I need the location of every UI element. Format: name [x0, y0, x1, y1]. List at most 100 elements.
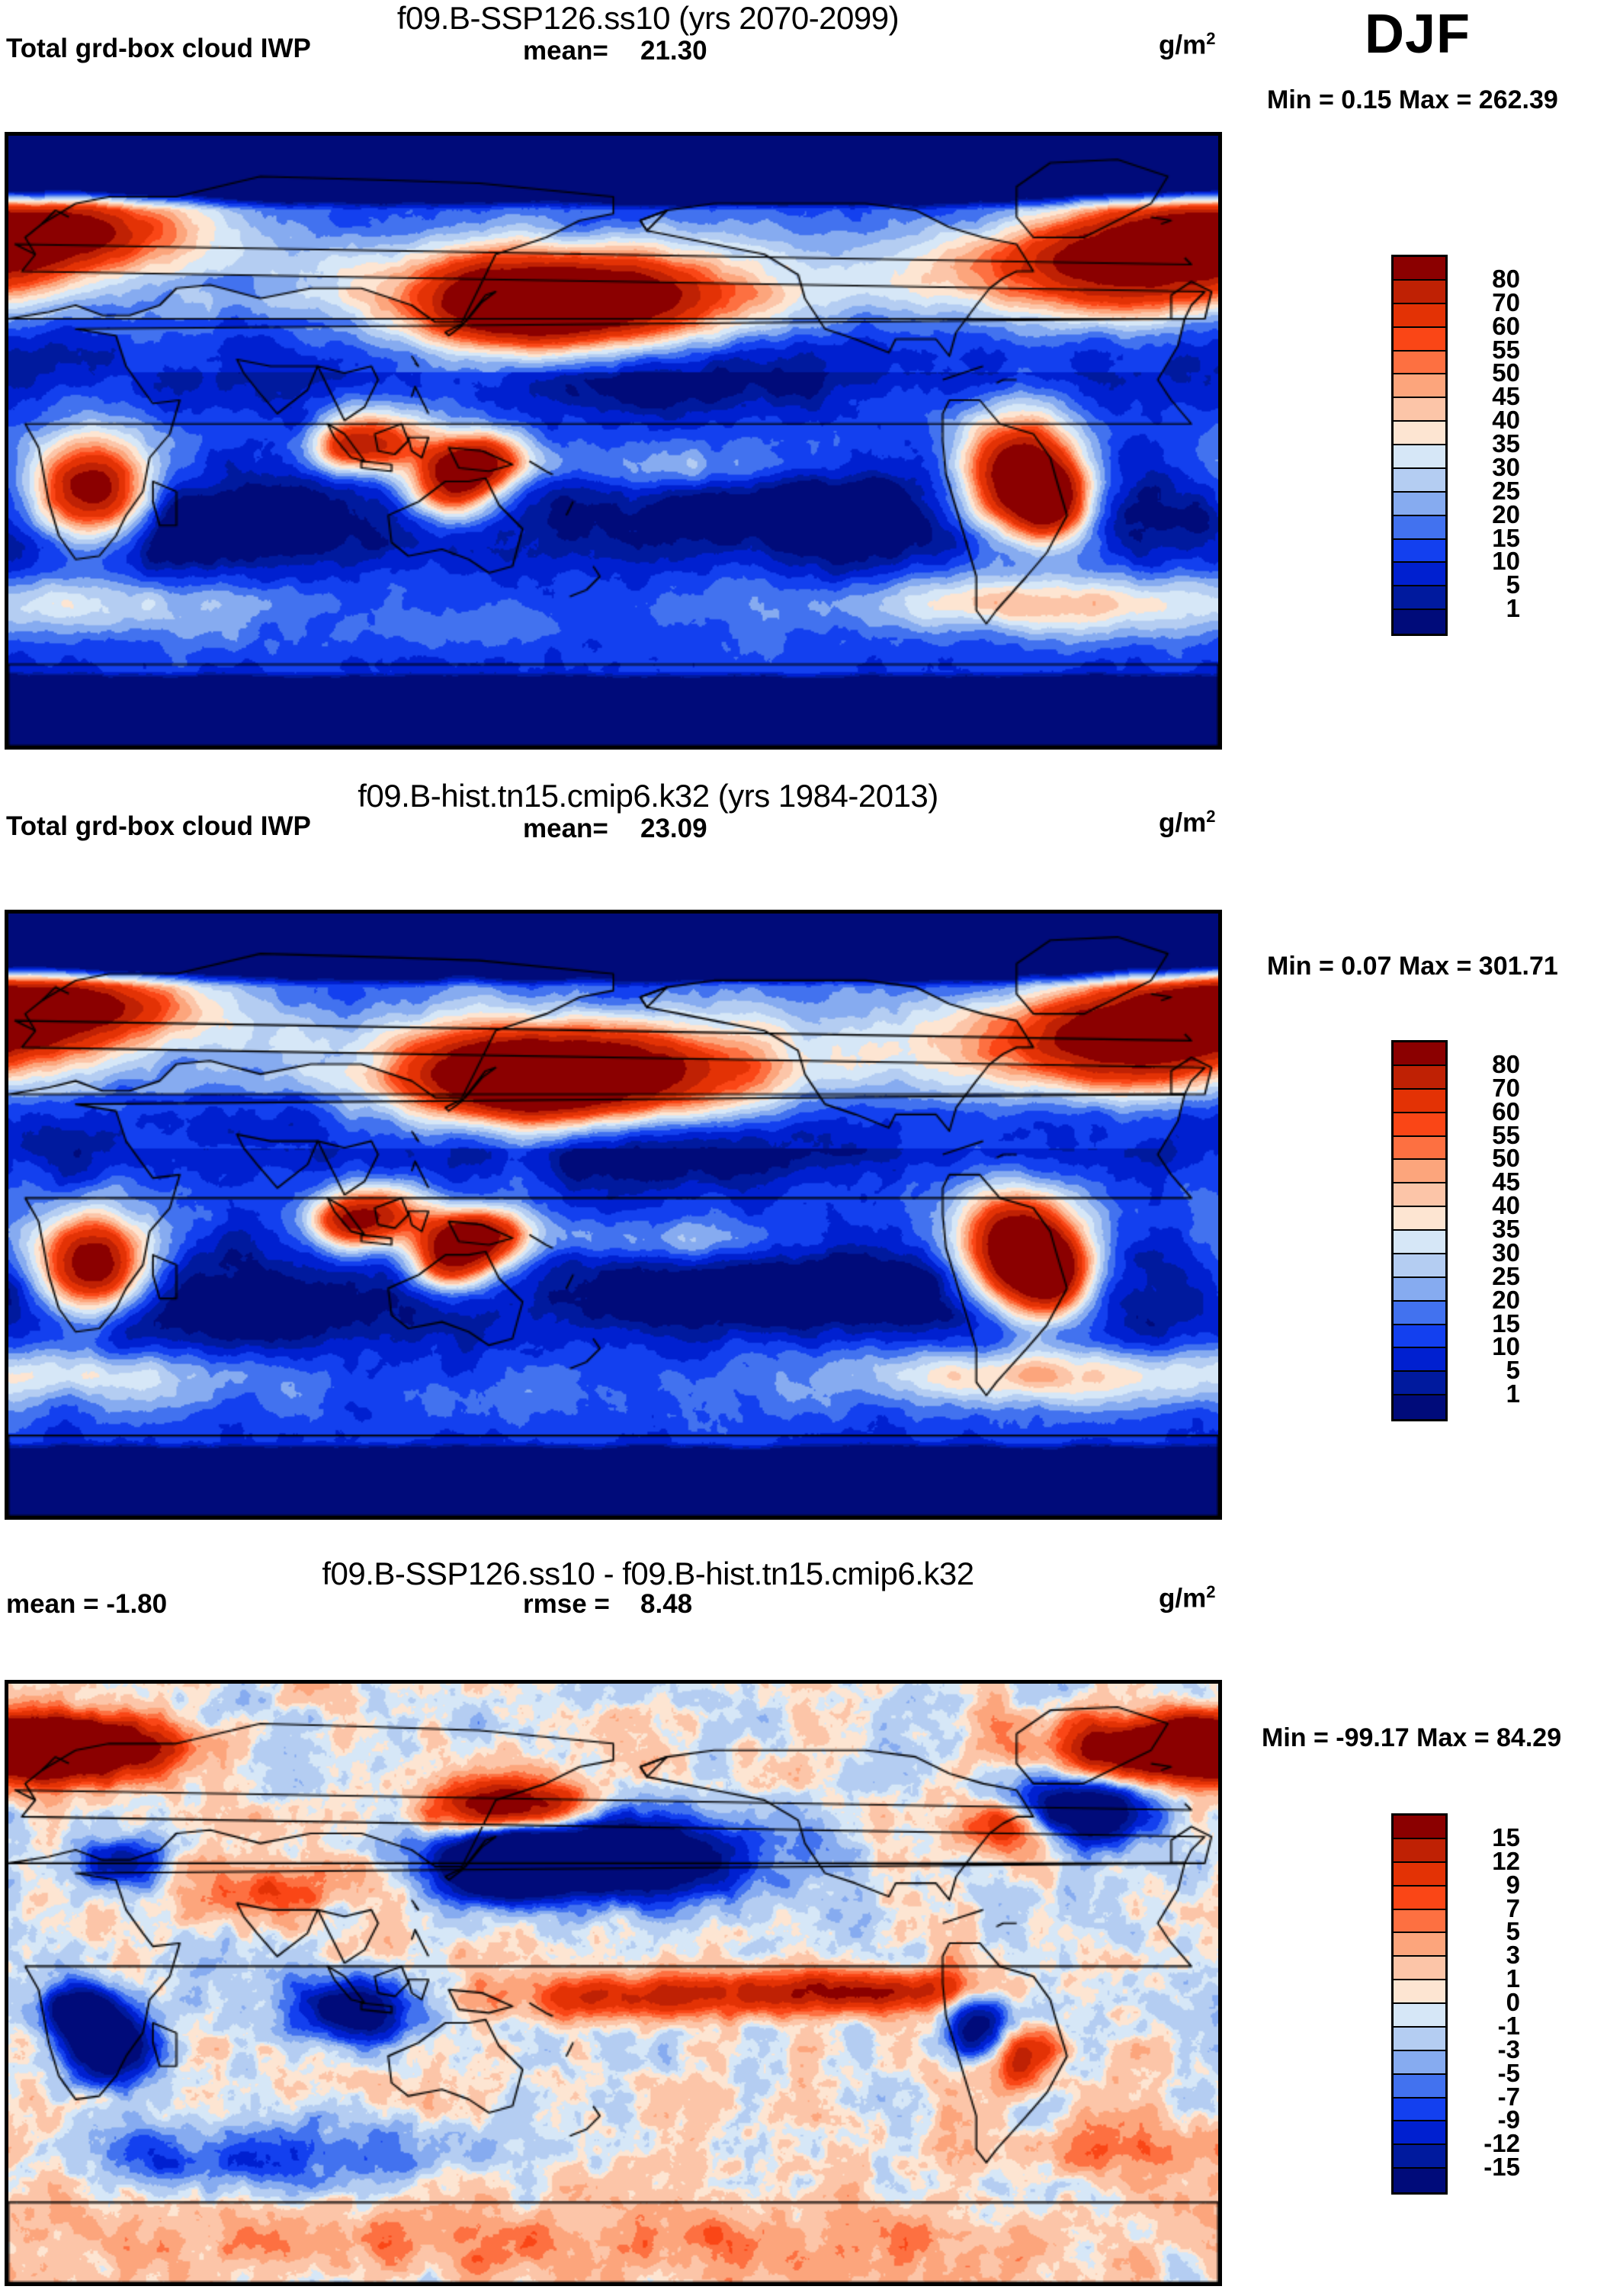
colorbar-tick-label: 60 — [1492, 1097, 1520, 1126]
colorbar-tick-label: 45 — [1492, 382, 1520, 411]
colorbar-tick-label: -15 — [1483, 2153, 1520, 2182]
units-label-panel1: g/m2 — [1159, 29, 1215, 61]
colorbar-band — [1394, 2004, 1445, 2028]
colorbar-tick-label: 35 — [1492, 429, 1520, 458]
colorbar-tick-label: 10 — [1492, 1332, 1520, 1361]
minmax-panel2: Min = 0.07 Max = 301.71 — [1267, 952, 1558, 981]
units-exponent-panel1: 2 — [1206, 29, 1216, 48]
colorbar-band — [1394, 1113, 1445, 1137]
colorbar-panel2 — [1391, 1040, 1448, 1421]
panel-title-historical: f09.B-hist.tn15.cmip6.k32 (yrs 1984-2013… — [358, 778, 938, 814]
colorbar-band — [1394, 1089, 1445, 1113]
colorbar-tick-label: 30 — [1492, 452, 1520, 481]
season-label: DJF — [1365, 4, 1471, 65]
units-numerator-panel3: g/m — [1159, 1583, 1207, 1614]
map-canvas-ssp126-future — [8, 136, 1218, 746]
colorbar-band — [1394, 1957, 1445, 1981]
colorbar-tick-label: 5 — [1506, 1356, 1520, 1385]
rmse-label-panel3: rmse = — [523, 1589, 610, 1619]
colorbar-band — [1394, 2121, 1445, 2146]
colorbar-tick-label: 15 — [1492, 1309, 1520, 1337]
colorbar-tick-label: 1 — [1506, 1379, 1520, 1408]
colorbar-tick-label: 0 — [1506, 1988, 1520, 2016]
colorbar-tick-label: 45 — [1492, 1167, 1520, 1196]
colorbar-panel1 — [1391, 255, 1448, 636]
colorbar-tick-label: 80 — [1492, 1049, 1520, 1078]
colorbar-band — [1394, 539, 1445, 564]
colorbar-band — [1394, 1980, 1445, 2004]
colorbar-band — [1394, 1909, 1445, 1934]
colorbar-band — [1394, 327, 1445, 352]
minmax-panel3: Min = -99.17 Max = 84.29 — [1262, 1723, 1562, 1752]
colorbar-tick-label: -7 — [1497, 2082, 1520, 2111]
colorbar-band — [1394, 280, 1445, 304]
colorbar-band — [1394, 1231, 1445, 1254]
colorbar-band — [1394, 1136, 1445, 1161]
colorbar-band — [1394, 515, 1445, 540]
colorbar-tick-label: 70 — [1492, 1073, 1520, 1102]
units-numerator-panel1: g/m — [1159, 30, 1207, 60]
mean-label-panel3: mean = -1.80 — [6, 1589, 168, 1619]
units-label-panel3: g/m2 — [1159, 1582, 1215, 1614]
colorbar-band — [1394, 1838, 1445, 1863]
colorbar-tick-label: 5 — [1506, 1917, 1520, 1946]
colorbar-band — [1394, 1207, 1445, 1231]
field-label-panel2: Total grd-box cloud IWP — [6, 811, 311, 841]
colorbar-tick-label: 25 — [1492, 476, 1520, 505]
colorbar-tick-label: 50 — [1492, 1144, 1520, 1173]
colorbar-band — [1394, 1933, 1445, 1957]
colorbar-tick-label: 55 — [1492, 1120, 1520, 1149]
colorbar-tick-label: 15 — [1492, 523, 1520, 552]
colorbar-band — [1394, 2027, 1445, 2051]
colorbar-band — [1394, 1183, 1445, 1208]
colorbar-tick-label: 70 — [1492, 287, 1520, 316]
colorbar-band — [1394, 1277, 1445, 1302]
colorbar-tick-label: -5 — [1497, 2058, 1520, 2087]
colorbar-tick-label: 1 — [1506, 594, 1520, 623]
panel-title-ssp126-future: f09.B-SSP126.ss10 (yrs 2070-2099) — [396, 0, 900, 36]
colorbar-band — [1394, 398, 1445, 422]
units-numerator-panel2: g/m — [1159, 808, 1207, 838]
mean-label-panel1: mean= — [523, 36, 608, 66]
colorbar-tick-label: 5 — [1506, 570, 1520, 599]
panel-title-difference: f09.B-SSP126.ss10 - f09.B-hist.tn15.cmip… — [322, 1556, 974, 1591]
colorbar-tick-label: -9 — [1497, 2105, 1520, 2134]
colorbar-tick-label: 20 — [1492, 1285, 1520, 1314]
colorbar-band — [1394, 1816, 1445, 1839]
colorbar-band — [1394, 445, 1445, 469]
minmax-panel1: Min = 0.15 Max = 262.39 — [1267, 85, 1558, 114]
mean-value-panel1: 21.30 — [640, 36, 707, 66]
mean-label-panel2: mean= — [523, 814, 608, 843]
colorbar-tick-label: 40 — [1492, 1191, 1520, 1220]
colorbar-band — [1394, 1160, 1445, 1184]
colorbar-band — [1394, 563, 1445, 587]
colorbar-band — [1394, 2074, 1445, 2099]
colorbar-band — [1394, 1254, 1445, 1278]
colorbar-tick-label: 20 — [1492, 499, 1520, 528]
colorbar-tick-label: 80 — [1492, 264, 1520, 293]
colorbar-band — [1394, 2098, 1445, 2122]
colorbar-band — [1394, 1372, 1445, 1396]
map-historical — [5, 910, 1222, 1520]
colorbar-band — [1394, 257, 1445, 281]
colorbar-band — [1394, 1886, 1445, 1910]
colorbar-band — [1394, 1042, 1445, 1066]
colorbar-tick-label: 60 — [1492, 311, 1520, 340]
colorbar-tick-label: 30 — [1492, 1238, 1520, 1267]
colorbar-tick-label: 50 — [1492, 358, 1520, 387]
colorbar-tick-label: -1 — [1497, 2011, 1520, 2040]
colorbar-tick-label: 3 — [1506, 1941, 1520, 1970]
colorbar-band — [1394, 303, 1445, 328]
colorbar-tick-label: 7 — [1506, 1893, 1520, 1922]
colorbar-tick-label: 10 — [1492, 547, 1520, 576]
field-label-panel1: Total grd-box cloud IWP — [6, 34, 311, 63]
colorbar-band — [1394, 2169, 1445, 2192]
units-exponent-panel3: 2 — [1206, 1582, 1216, 1601]
colorbar-tick-label: 55 — [1492, 335, 1520, 364]
units-exponent-panel2: 2 — [1206, 807, 1216, 826]
colorbar-tick-label: 1 — [1506, 1964, 1520, 1993]
colorbar-band — [1394, 1065, 1445, 1090]
colorbar-band — [1394, 1301, 1445, 1325]
colorbar-band — [1394, 422, 1445, 445]
colorbar-band — [1394, 468, 1445, 493]
